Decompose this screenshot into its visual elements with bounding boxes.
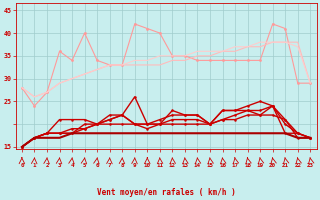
X-axis label: Vent moyen/en rafales ( km/h ): Vent moyen/en rafales ( km/h ) (97, 188, 236, 197)
